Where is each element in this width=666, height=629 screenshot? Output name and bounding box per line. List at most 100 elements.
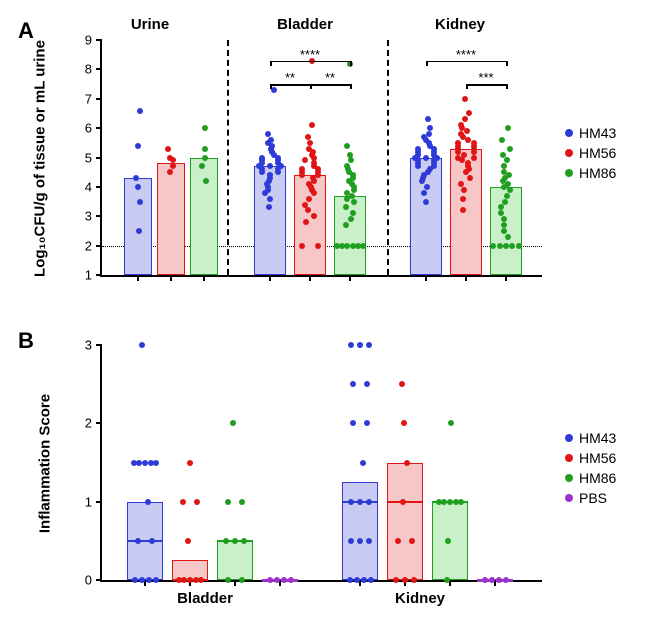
data-point: [444, 577, 450, 583]
data-point: [180, 499, 186, 505]
data-point: [366, 499, 372, 505]
data-point: [203, 178, 209, 184]
data-point: [357, 342, 363, 348]
ytick-label: 1: [85, 268, 102, 283]
legend-marker: [565, 454, 573, 462]
data-point: [489, 577, 495, 583]
data-point: [507, 146, 513, 152]
sig-bracket-tick: [270, 61, 272, 66]
data-point: [497, 243, 503, 249]
legend-marker: [565, 434, 573, 442]
data-point: [464, 128, 470, 134]
data-point: [185, 538, 191, 544]
group-label: Urine: [131, 16, 169, 33]
sig-bracket-tick: [506, 84, 508, 89]
legend-item: HM43: [565, 125, 616, 141]
ytick-label: 5: [85, 150, 102, 165]
ytick-label: 3: [85, 209, 102, 224]
data-point: [165, 146, 171, 152]
data-point: [153, 577, 159, 583]
xtick: [425, 275, 427, 281]
legend-item: HM43: [565, 430, 616, 446]
data-point: [230, 420, 236, 426]
bar: [342, 482, 378, 580]
data-point: [509, 243, 515, 249]
data-point: [187, 460, 193, 466]
data-point: [343, 222, 349, 228]
data-point: [503, 577, 509, 583]
bar: [334, 196, 366, 275]
xtick: [203, 275, 205, 281]
panel-b-label: B: [18, 328, 34, 354]
data-point: [351, 199, 357, 205]
bar: [157, 163, 185, 275]
data-point: [288, 577, 294, 583]
data-point: [400, 499, 406, 505]
data-point: [499, 137, 505, 143]
legend-item: PBS: [565, 490, 616, 506]
legend-label: HM43: [579, 125, 616, 141]
legend-item: HM86: [565, 470, 616, 486]
figure: A Log₁₀CFU/g of tissue or mL urine 12345…: [10, 10, 656, 619]
data-point: [393, 577, 399, 583]
data-point: [461, 187, 467, 193]
data-point: [467, 175, 473, 181]
data-point: [425, 116, 431, 122]
ytick-label: 8: [85, 62, 102, 77]
bar: [217, 541, 253, 580]
data-point: [503, 243, 509, 249]
data-point: [347, 577, 353, 583]
data-point: [402, 577, 408, 583]
data-point: [348, 342, 354, 348]
sig-bracket-tick: [270, 84, 272, 89]
data-point: [419, 178, 425, 184]
data-point: [135, 143, 141, 149]
data-point: [267, 196, 273, 202]
sig-bracket-tick: [426, 61, 428, 66]
sig-label: **: [325, 70, 335, 85]
data-point: [299, 172, 305, 178]
data-point: [505, 234, 511, 240]
data-point: [460, 196, 466, 202]
data-point: [460, 207, 466, 213]
group-label: Bladder: [277, 16, 333, 33]
data-point: [423, 199, 429, 205]
data-point: [267, 577, 273, 583]
ytick-label: 3: [85, 338, 102, 353]
panel-a-plot: 123456789***************: [100, 40, 542, 277]
data-point: [136, 228, 142, 234]
data-point: [299, 243, 305, 249]
panel-b-ylabel: Inflammation Score: [37, 374, 54, 554]
data-point: [364, 420, 370, 426]
data-point: [315, 243, 321, 249]
sig-label: **: [285, 70, 295, 85]
data-point: [133, 175, 139, 181]
data-point: [399, 381, 405, 387]
xtick: [234, 580, 236, 586]
data-point: [170, 163, 176, 169]
bar: [387, 463, 423, 581]
data-point: [146, 577, 152, 583]
data-point: [306, 196, 312, 202]
data-point: [404, 460, 410, 466]
data-point: [482, 577, 488, 583]
legend-marker: [565, 169, 573, 177]
data-point: [137, 199, 143, 205]
sig-bracket-tick: [310, 84, 312, 89]
data-point: [348, 157, 354, 163]
ytick-label: 4: [85, 179, 102, 194]
data-point: [366, 342, 372, 348]
legend-label: HM56: [579, 450, 616, 466]
data-point: [202, 155, 208, 161]
data-point: [132, 577, 138, 583]
data-point: [274, 577, 280, 583]
group-divider: [387, 40, 389, 275]
data-point: [149, 538, 155, 544]
data-point: [281, 577, 287, 583]
ytick-label: 7: [85, 91, 102, 106]
data-point: [309, 122, 315, 128]
ytick-label: 2: [85, 416, 102, 431]
data-point: [145, 499, 151, 505]
xtick: [465, 275, 467, 281]
data-point: [462, 116, 468, 122]
